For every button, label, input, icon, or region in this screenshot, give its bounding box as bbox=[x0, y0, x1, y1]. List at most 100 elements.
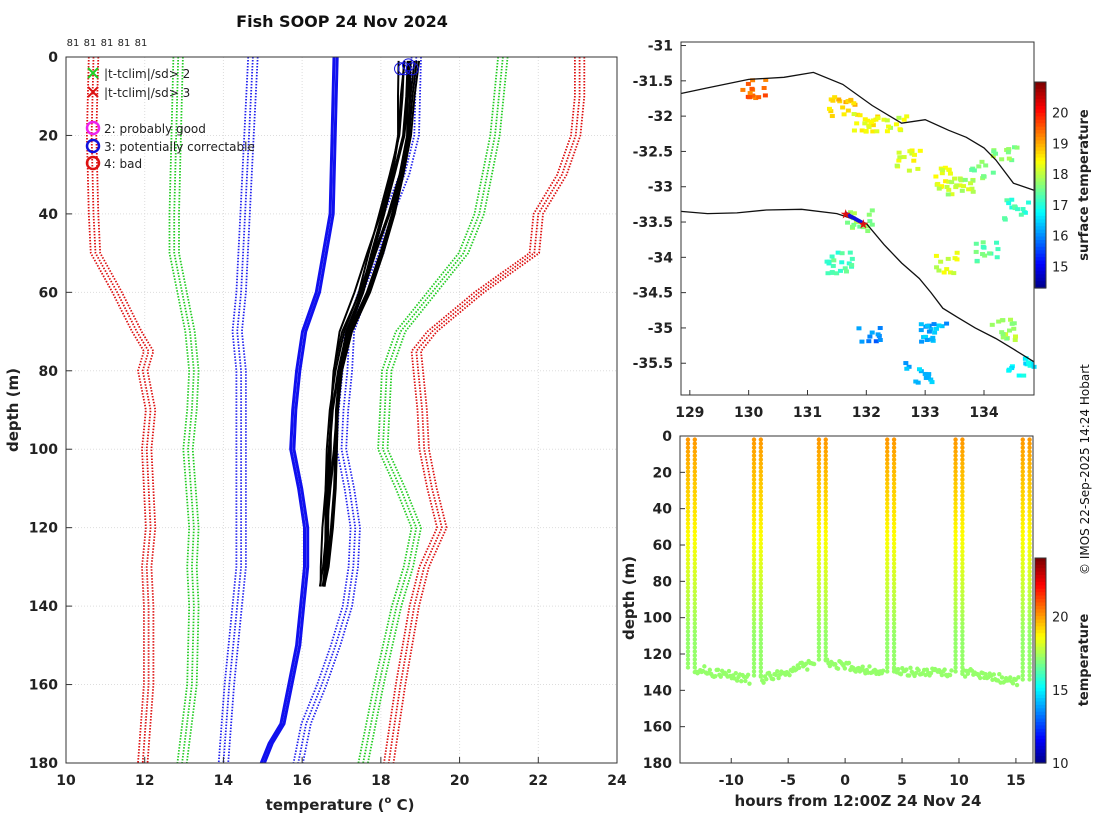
timeseries-cast-point bbox=[885, 621, 890, 626]
timeseries-cast-point bbox=[751, 497, 757, 502]
timeseries-depth-point bbox=[713, 673, 718, 679]
timeseries-depth-point bbox=[908, 665, 913, 671]
timeseries-colorbar-segment bbox=[1035, 626, 1046, 631]
sst-pixel bbox=[869, 208, 875, 213]
profile-xtick-label: 10 bbox=[56, 773, 76, 789]
sst-pixel bbox=[1006, 367, 1012, 372]
timeseries-cast-point bbox=[960, 453, 965, 458]
timeseries-cast-point bbox=[685, 545, 691, 550]
timeseries-cast-point bbox=[758, 549, 764, 554]
sst-pixel bbox=[845, 220, 851, 225]
map-colorbar-segment bbox=[1035, 212, 1046, 217]
timeseries-cast-point bbox=[692, 481, 698, 486]
timeseries-cast-point bbox=[692, 501, 698, 506]
map-colorbar-tick-label: 15 bbox=[1052, 260, 1069, 275]
sst-pixel bbox=[952, 256, 958, 261]
map-xtick-label: 132 bbox=[852, 405, 881, 421]
legend-marker-circle bbox=[85, 138, 101, 154]
timeseries-cast-point bbox=[758, 553, 764, 558]
timeseries-cast-point bbox=[692, 641, 698, 646]
timeseries-cast-point bbox=[751, 557, 757, 562]
map-colorbar-segment bbox=[1035, 185, 1046, 190]
timeseries-cast-point bbox=[816, 513, 822, 518]
timeseries-cast-point bbox=[692, 617, 698, 622]
sst-pixel bbox=[909, 151, 915, 156]
timeseries-cast-point bbox=[1027, 549, 1032, 554]
sst-pixel bbox=[1004, 336, 1010, 341]
timeseries-depth-point bbox=[1016, 675, 1021, 680]
map-colorbar-box bbox=[1034, 81, 1047, 289]
timeseries-cast-point bbox=[885, 497, 890, 502]
sst-pixel bbox=[857, 224, 863, 229]
timeseries-cast-point bbox=[758, 465, 764, 470]
timeseries-cast-point bbox=[953, 437, 958, 442]
sst-pixel bbox=[761, 85, 767, 90]
timeseries-cast-point bbox=[816, 473, 822, 478]
timeseries-cast-point bbox=[823, 469, 828, 474]
sst-pixel bbox=[886, 124, 892, 129]
timeseries-cast-point bbox=[692, 441, 698, 446]
timeseries-cast-point bbox=[816, 585, 822, 590]
timeseries-cast-point bbox=[751, 597, 757, 602]
map-ytick-label: -31 bbox=[648, 39, 673, 55]
timeseries-cast-point bbox=[816, 517, 822, 522]
timeseries-cast-point bbox=[953, 485, 958, 490]
map-colorbar-segment bbox=[1035, 106, 1046, 111]
sst-pixel bbox=[959, 188, 965, 193]
timeseries-cast-point bbox=[885, 661, 890, 666]
sst-pixel bbox=[989, 322, 995, 327]
timeseries-cast-point bbox=[751, 517, 757, 522]
timeseries-cast-point bbox=[1020, 449, 1025, 454]
timeseries-cast-point bbox=[692, 525, 698, 530]
timeseries-cast-point bbox=[692, 477, 698, 482]
timeseries-cast-point bbox=[758, 513, 764, 518]
timeseries-cast-point bbox=[891, 457, 897, 462]
timeseries-cast-point bbox=[685, 445, 691, 450]
timeseries-panel: -10 -5 0 5 10 15 0 20 40 60 80 100 120 140 160 180 hours… bbox=[620, 429, 1092, 810]
sst-pixel bbox=[847, 250, 853, 255]
timeseries-cast-point bbox=[816, 617, 822, 622]
timeseries-cast-point bbox=[953, 509, 958, 514]
timeseries-cast-point bbox=[1027, 617, 1032, 622]
timeseries-cast-point bbox=[751, 633, 757, 638]
timeseries-cast-point bbox=[885, 489, 890, 494]
timeseries-cast-point bbox=[891, 569, 897, 574]
timeseries-colorbar-segment bbox=[1035, 670, 1046, 675]
sst-pixel bbox=[970, 178, 976, 183]
timeseries-colorbar-segment bbox=[1035, 663, 1046, 668]
timeseries-colorbar-tick-label: 10 bbox=[1052, 757, 1069, 772]
timeseries-colorbar-segment bbox=[1035, 588, 1046, 593]
timeseries-depth-point bbox=[702, 664, 707, 669]
timeseries-cast-point bbox=[960, 629, 965, 634]
timeseries-cast-point bbox=[751, 501, 757, 506]
timeseries-cast-point bbox=[885, 481, 890, 486]
map-colorbar-segment bbox=[1035, 229, 1046, 234]
timeseries-cast-point bbox=[685, 617, 691, 622]
sst-pixel bbox=[854, 121, 860, 126]
timeseries-colorbar-segment bbox=[1035, 756, 1046, 761]
timeseries-colorbar-segment bbox=[1035, 581, 1046, 586]
timeseries-depth-point bbox=[707, 667, 713, 673]
timeseries-cast-point bbox=[885, 529, 890, 534]
timeseries-cast-point bbox=[751, 593, 757, 598]
climatology-bound-line bbox=[367, 56, 509, 764]
timeseries-cast-point bbox=[751, 665, 757, 670]
timeseries-cast-point bbox=[960, 441, 965, 446]
timeseries-cast-point bbox=[823, 473, 828, 478]
timeseries-colorbar-segment bbox=[1035, 605, 1046, 610]
climatology-bound-line bbox=[383, 57, 576, 764]
timeseries-cast-point bbox=[953, 465, 958, 470]
timeseries-xtick-label: -10 bbox=[719, 773, 745, 789]
timeseries-cast-point bbox=[751, 645, 757, 650]
timeseries-cast-point bbox=[1020, 481, 1025, 486]
timeseries-colorbar-segment bbox=[1035, 677, 1046, 682]
timeseries-depth-point bbox=[880, 668, 886, 673]
timeseries-cast-point bbox=[692, 601, 698, 606]
timeseries-cast-point bbox=[1020, 613, 1025, 618]
map-colorbar-segment bbox=[1035, 181, 1046, 186]
timeseries-cast-point bbox=[816, 557, 822, 562]
timeseries-cast-point bbox=[1027, 521, 1032, 526]
climatology-bound-line bbox=[168, 56, 191, 764]
timeseries-colorbar-segment bbox=[1035, 704, 1046, 709]
timeseries-cast-point bbox=[885, 541, 890, 546]
